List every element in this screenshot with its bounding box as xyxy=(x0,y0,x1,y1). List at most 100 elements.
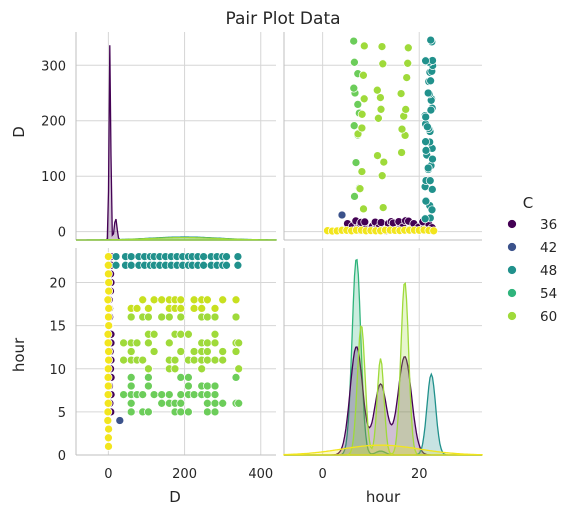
scatter-point xyxy=(234,338,244,348)
scatter-point xyxy=(377,42,387,51)
scatter-point xyxy=(377,171,387,181)
scatter-point xyxy=(360,217,370,227)
scatter-point xyxy=(420,214,430,224)
y-axis-label-d: D xyxy=(10,126,28,138)
scatter-point xyxy=(104,442,113,451)
scatter-point xyxy=(421,196,431,206)
panel-hour-hour xyxy=(283,248,483,456)
scatter-point xyxy=(337,210,347,220)
scatter-point xyxy=(149,390,159,399)
scatter-point xyxy=(210,390,220,399)
scatter-point xyxy=(126,260,136,270)
scatter-point xyxy=(397,148,406,157)
scatter-point xyxy=(428,154,437,164)
scatter-point xyxy=(233,252,243,261)
scatter-point xyxy=(144,381,153,391)
y-axis-label-hour: hour xyxy=(10,337,28,372)
x-tick-label: 20 xyxy=(411,467,428,482)
scatter-point xyxy=(231,295,241,305)
scatter-point xyxy=(210,312,220,322)
y-tick-label: 5 xyxy=(58,406,66,421)
scatter-point xyxy=(189,347,199,356)
scatter-point xyxy=(144,312,153,322)
y-tick-label: 10 xyxy=(49,363,66,378)
legend-label: 54 xyxy=(540,286,557,302)
y-tick-label: 300 xyxy=(41,59,66,74)
scatter-point xyxy=(157,390,167,399)
scatter-point xyxy=(423,163,433,173)
scatter-point xyxy=(218,398,228,408)
scatter-point xyxy=(357,123,367,133)
scatter-point xyxy=(197,364,207,374)
x-tick-label: 400 xyxy=(248,467,273,482)
scatter-point xyxy=(138,390,148,399)
scatter-point xyxy=(203,295,212,305)
scatter-point xyxy=(210,355,220,365)
x-tick-label: 0 xyxy=(104,467,112,482)
scatter-point xyxy=(164,312,174,322)
scatter-point xyxy=(176,304,186,313)
scatter-point xyxy=(157,295,167,305)
scatter-point xyxy=(426,76,435,86)
legend-marker xyxy=(507,288,517,298)
scatter-point xyxy=(189,295,199,305)
scatter-point xyxy=(189,355,199,365)
scatter-point xyxy=(189,304,199,313)
scatter-point xyxy=(426,35,436,45)
scatter-point xyxy=(126,407,136,417)
scatter-point xyxy=(203,381,212,391)
legend-label: 60 xyxy=(540,309,557,325)
scatter-point xyxy=(119,338,128,348)
scatter-point xyxy=(378,59,388,69)
scatter-point xyxy=(359,70,368,80)
scatter-point xyxy=(104,278,114,287)
scatter-point xyxy=(144,364,153,374)
scatter-point xyxy=(132,338,142,348)
scatter-point xyxy=(210,407,220,417)
x-axis-label-hour: hour xyxy=(366,488,401,506)
scatter-point xyxy=(170,355,180,365)
y-tick-label: 100 xyxy=(41,170,66,185)
scatter-point xyxy=(210,304,220,313)
scatter-point xyxy=(189,390,199,399)
scatter-point xyxy=(359,94,369,104)
scatter-point xyxy=(231,373,241,382)
scatter-point xyxy=(157,398,167,408)
scatter-point xyxy=(144,373,153,382)
scatter-point xyxy=(376,104,386,114)
legend: C 36 42 48 54 60 xyxy=(507,194,557,325)
scatter-point xyxy=(421,56,430,66)
scatter-point xyxy=(103,364,113,374)
scatter-point xyxy=(104,424,113,434)
scatter-point xyxy=(210,329,220,339)
scatter-point xyxy=(103,329,113,339)
scatter-point xyxy=(126,252,136,261)
y-tick-label: 200 xyxy=(41,115,66,130)
scatter-point xyxy=(176,373,186,382)
scatter-point xyxy=(138,355,148,365)
legend-marker xyxy=(507,265,517,275)
legend-label: 48 xyxy=(540,263,557,279)
kde-curve xyxy=(283,444,483,456)
legend-title: C xyxy=(523,194,533,212)
legend-label: 36 xyxy=(540,217,557,233)
scatter-point xyxy=(210,381,220,391)
scatter-point xyxy=(421,112,431,122)
scatter-point xyxy=(357,167,367,176)
scatter-point xyxy=(164,390,174,399)
scatter-point xyxy=(218,295,228,305)
scatter-point xyxy=(111,260,121,270)
scatter-point xyxy=(421,137,430,147)
scatter-point xyxy=(104,312,113,322)
kde-curve xyxy=(76,45,276,241)
scatter-point xyxy=(376,218,386,227)
panel-hour-d xyxy=(75,248,276,456)
y-tick-label: 0 xyxy=(58,449,66,464)
x-axis-label-d: D xyxy=(169,488,181,506)
scatter-point xyxy=(427,185,437,194)
scatter-point xyxy=(203,398,212,408)
scatter-point xyxy=(176,329,186,339)
scatter-point xyxy=(119,355,128,365)
scatter-point xyxy=(132,304,142,313)
y-tick-label: 15 xyxy=(49,320,66,335)
